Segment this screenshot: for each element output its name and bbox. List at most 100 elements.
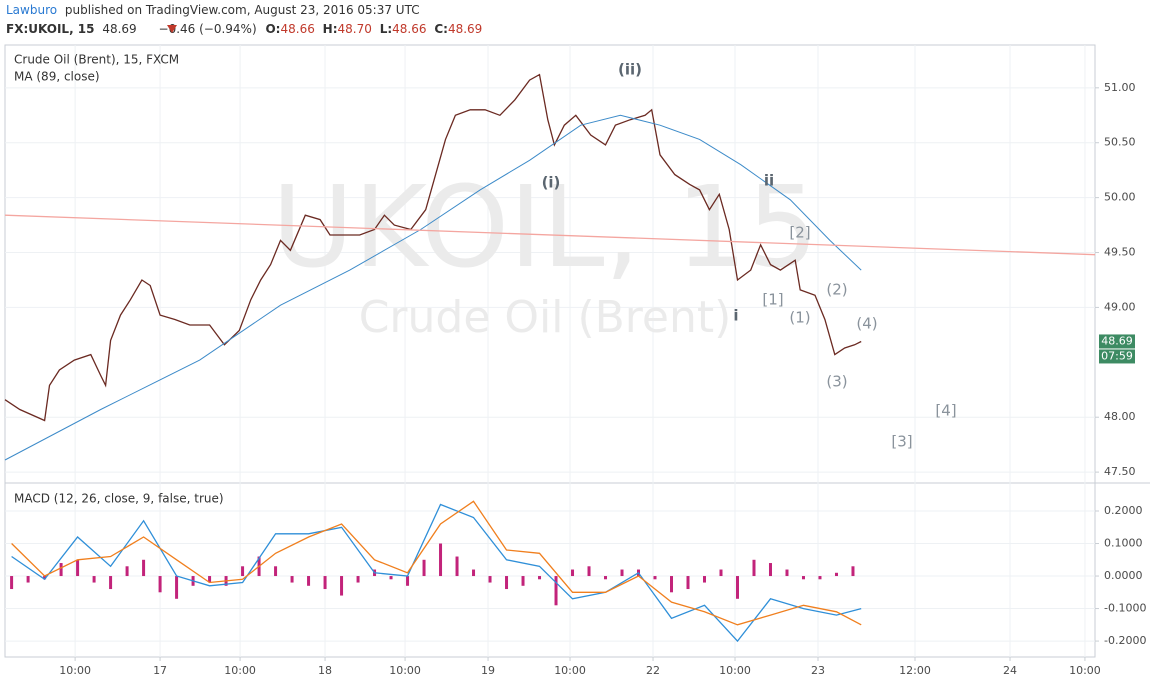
histogram-bar [521,576,525,586]
ohlc-value: 48.69 [448,22,482,36]
histogram-bar [175,576,179,599]
ohlc-value: 48.66 [280,22,314,36]
countdown-tag [1099,349,1135,364]
wave-label: [4] [935,402,956,420]
wave-label: [1] [762,291,783,309]
histogram-bar [422,559,426,577]
y-tick-label: 47.50 [1104,465,1136,478]
wave-label: (3) [826,373,847,391]
legend-label: MA (89, close) [14,70,100,84]
x-tick-label: 10:00 [1069,664,1101,677]
y-tick-label: 51.00 [1104,81,1136,94]
wave-label: (i) [542,174,561,192]
series-line [4,73,862,422]
x-tick-label: 12:00 [899,664,931,677]
histogram-bar [389,576,393,580]
histogram-bar [43,576,47,580]
x-tick-label: 10:00 [224,664,256,677]
wave-label: [3] [891,433,912,451]
histogram-bar [505,576,509,590]
histogram-bar [785,569,789,577]
histogram-bar [851,566,855,577]
histogram-bar [439,543,443,577]
x-tick-label: 24 [1003,664,1017,677]
series-line [4,214,1096,256]
histogram-bar [340,576,344,596]
x-tick-label: 19 [481,664,495,677]
histogram-bar [76,559,80,577]
histogram-bar [587,566,591,577]
ohlc-label: L: [380,22,392,36]
symbol-line: FX:UKOIL, 15 48.69 −0.46 (−0.94%) O:48.6… [6,22,482,36]
histogram-bar [653,576,657,580]
histogram-bar [703,576,707,583]
histogram-bar [307,576,311,586]
histogram-bar [109,576,113,590]
last-price-tag [1099,334,1135,349]
histogram-bar [538,576,542,580]
histogram-bar [455,556,459,577]
histogram-bar [125,566,129,577]
histogram-bar [208,576,212,583]
y-tick-label: 50.50 [1104,136,1136,149]
histogram-bar [834,572,838,577]
y-tick-label: 0.0000 [1104,569,1143,582]
y-tick-label: 48.00 [1104,410,1136,423]
wave-label: (ii) [618,61,642,79]
histogram-bar [158,576,162,593]
published: published on TradingView.com, August 23,… [65,3,420,17]
header-line: Lawburo published on TradingView.com, Au… [6,3,420,17]
x-tick-label: 10:00 [554,664,586,677]
y-tick-label: 50.00 [1104,191,1136,204]
histogram-bar [92,576,96,583]
histogram-bar [801,576,805,580]
author[interactable]: Lawburo [6,3,57,17]
histogram-bar [290,576,294,583]
ohlc-label: H: [323,22,338,36]
x-tick-label: 10:00 [59,664,91,677]
x-tick-label: 17 [153,664,167,677]
x-tick-label: 23 [811,664,825,677]
change: −0.46 (−0.94%) [159,22,257,36]
histogram-bar [406,576,410,586]
y-tick-label: 49.00 [1104,300,1136,313]
series-line [11,500,862,626]
histogram-bar [472,569,476,577]
series-line [4,114,862,461]
x-tick-label: 22 [646,664,660,677]
wave-label: (2) [826,281,847,299]
histogram-bar [620,569,624,577]
histogram-bar [719,569,723,577]
histogram-bar [323,576,327,590]
y-tick-label: 49.50 [1104,246,1136,259]
pane-title: Crude Oil (Brent), 15, FXCM [14,53,179,67]
symbol: FX:UKOIL, 15 [6,22,95,36]
histogram-bar [735,576,739,599]
wave-label: [2] [789,224,810,242]
histogram-bar [26,576,30,583]
last: 48.69 [102,22,136,36]
ohlc-value: 48.66 [392,22,426,36]
ohlc-label: O: [265,22,280,36]
histogram-bar [686,576,690,590]
y-tick-label: -0.1000 [1104,602,1146,615]
pane-title: MACD (12, 26, close, 9, false, true) [14,492,224,506]
y-tick-label: 0.1000 [1104,537,1143,550]
histogram-bar [488,576,492,583]
histogram-bar [818,576,822,580]
countdown-label: 07:59 [1101,349,1133,362]
x-tick-label: 18 [318,664,332,677]
wave-label: (4) [856,315,877,333]
histogram-bar [274,566,278,577]
histogram-bar [604,576,608,580]
last-price-label: 48.69 [1101,334,1133,347]
histogram-bar [241,566,245,577]
down-arrow [167,25,177,33]
grid [5,45,1095,657]
wave-label: (1) [789,309,810,327]
histogram-bar [752,559,756,577]
histogram-bar [768,563,772,577]
x-tick-label: 10:00 [719,664,751,677]
histogram-bar [356,576,360,583]
